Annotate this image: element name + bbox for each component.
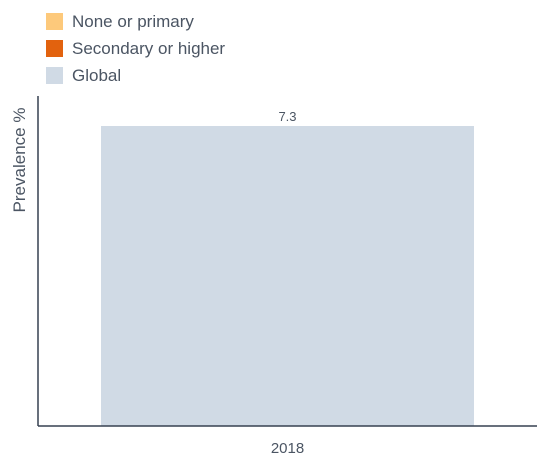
- bar-global: [101, 126, 474, 426]
- chart-legend: None or primary Secondary or higher Glob…: [46, 8, 225, 89]
- y-axis-title: Prevalence %: [10, 108, 29, 213]
- legend-item-global: Global: [46, 62, 225, 89]
- legend-item-secondary-or-higher: Secondary or higher: [46, 35, 225, 62]
- legend-swatch-none-or-primary: [46, 13, 63, 30]
- legend-swatch-secondary-or-higher: [46, 40, 63, 57]
- x-ticks-group: 2018: [271, 440, 304, 457]
- legend-label: Secondary or higher: [72, 38, 226, 58]
- bar-data-label: 7.3: [278, 109, 296, 124]
- bars-group: 7.3: [101, 109, 474, 426]
- legend-swatch-global: [46, 67, 63, 84]
- legend-label: Global: [72, 65, 122, 85]
- legend-item-none-or-primary: None or primary: [46, 8, 225, 35]
- x-tick-label: 2018: [271, 440, 304, 457]
- legend-label: None or primary: [72, 11, 194, 31]
